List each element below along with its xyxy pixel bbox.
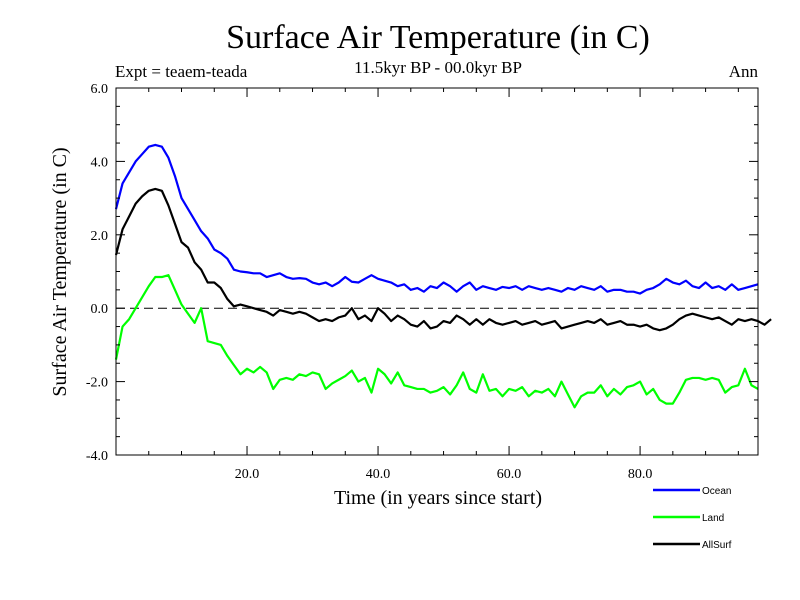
- chart-subtitle: 11.5kyr BP - 00.0kyr BP: [354, 58, 522, 77]
- y-tick-label: -4.0: [86, 449, 108, 464]
- legend-label-allsurf: AllSurf: [702, 540, 732, 551]
- x-tick-label: 80.0: [628, 467, 653, 482]
- y-tick-label: -2.0: [86, 376, 108, 391]
- x-tick-label: 60.0: [497, 467, 522, 482]
- legend-label-land: Land: [702, 513, 724, 524]
- legend: Ocean Land AllSurf: [653, 486, 732, 551]
- season-label: Ann: [729, 62, 759, 81]
- chart-title: Surface Air Temperature (in C): [226, 19, 650, 56]
- series-line-land: [114, 274, 759, 409]
- y-tick-label: 2.0: [91, 229, 109, 244]
- series-line-ocean: [114, 143, 759, 295]
- x-axis-label: Time (in years since start): [334, 487, 542, 509]
- series-line-allsurf: [114, 187, 772, 332]
- y-axis-label: Surface Air Temperature (in C): [49, 147, 71, 396]
- x-tick-label: 20.0: [235, 467, 260, 482]
- y-tick-label: 4.0: [91, 155, 109, 170]
- y-tick-label: 0.0: [91, 302, 109, 317]
- y-tick-label: 6.0: [91, 82, 109, 97]
- legend-label-ocean: Ocean: [702, 486, 731, 497]
- experiment-label: Expt = teaem-teada: [115, 62, 248, 81]
- x-tick-label: 40.0: [366, 467, 391, 482]
- plot-area: 20.0 40.0 60.0 80.0 -4.0 -2.0 0.0 2.0 4.0 6.0: [86, 82, 772, 482]
